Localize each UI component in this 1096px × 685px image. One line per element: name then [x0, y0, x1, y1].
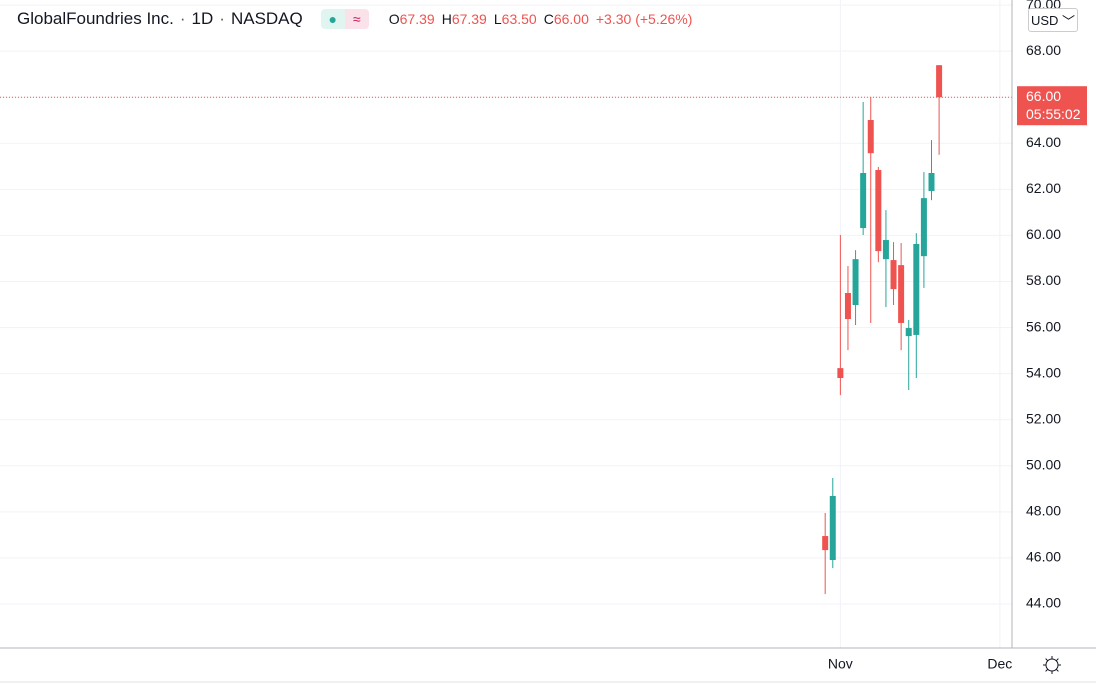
candle-body [882, 240, 889, 260]
ohlc-item: C66.00 [544, 11, 589, 27]
candle-body [822, 536, 829, 551]
candle-body [829, 495, 836, 561]
status-icons: ● ≈ [320, 9, 369, 29]
y-tick-label: 60.00 [1026, 226, 1061, 242]
ohlc-value: 67.39 [451, 11, 487, 27]
candle-body [875, 170, 882, 252]
market-open-icon[interactable]: ● [320, 9, 345, 29]
legend-header: GlobalFoundries Inc. · 1D · NASDAQ ● ≈ O67… [17, 9, 693, 29]
currency: USD [1030, 12, 1059, 28]
last-price-tag [1017, 86, 1087, 126]
candle-body [867, 120, 874, 154]
candle-body [844, 293, 851, 320]
ohlc-value: 63.50 [501, 11, 537, 27]
x-tick-label: Dec [987, 656, 1012, 672]
ohlc-value: 67.39 [399, 11, 435, 27]
y-tick-label: 70.00 [1026, 0, 1061, 12]
y-tick-label: 44.00 [1026, 595, 1061, 611]
candle-body [890, 260, 897, 290]
ohlc-value: 66.00 [553, 11, 589, 27]
ohlc-key: L [493, 11, 502, 27]
interval[interactable]: 1D [191, 9, 214, 28]
symbol-title[interactable]: GlobalFoundries Inc. [17, 9, 174, 28]
countdown: 05:55:02 [1026, 106, 1081, 122]
ohlc-legend: O67.39 H67.39 L63.50 C66.00 +3.30 (+5.26%) [389, 11, 693, 27]
candle-body [905, 328, 912, 337]
candle-body [913, 243, 920, 335]
candle-body [920, 198, 927, 257]
ohlc-item: H67.39 [442, 11, 487, 27]
candle-body [936, 65, 943, 98]
x-tick-label: Nov [828, 656, 853, 672]
y-tick-label: 46.00 [1026, 549, 1061, 565]
ohlc-item: O67.39 [389, 11, 435, 27]
exchange: NASDAQ [230, 9, 303, 28]
y-tick-label: 48.00 [1026, 503, 1061, 519]
y-tick-label: 50.00 [1026, 456, 1061, 472]
y-tick-label: 58.00 [1026, 272, 1061, 288]
ohlc-key: C [543, 11, 554, 27]
candle-body [898, 265, 905, 323]
last-price-label: 66.00 [1026, 88, 1061, 104]
ohlc-key: H [441, 11, 452, 27]
candle-body [928, 172, 935, 191]
y-tick-label: 54.00 [1026, 364, 1061, 380]
delayed-icon[interactable]: ≈ [344, 9, 369, 29]
settings-icon[interactable] [1043, 656, 1061, 674]
currency-select[interactable]: USD ﹀ [1028, 8, 1078, 32]
y-tick-label: 52.00 [1026, 410, 1061, 426]
y-tick-label: 56.00 [1026, 318, 1061, 334]
change: +3.30 (+5.26%) [595, 11, 693, 27]
candle-body [837, 368, 844, 379]
candle-body [852, 259, 859, 305]
y-tick-label: 64.00 [1026, 134, 1061, 150]
candle-body [860, 172, 867, 229]
y-tick-label: 62.00 [1026, 180, 1061, 196]
ohlc-key: O [388, 11, 400, 27]
y-tick-label: 68.00 [1026, 42, 1061, 58]
ohlc-item: L63.50 [494, 11, 537, 27]
